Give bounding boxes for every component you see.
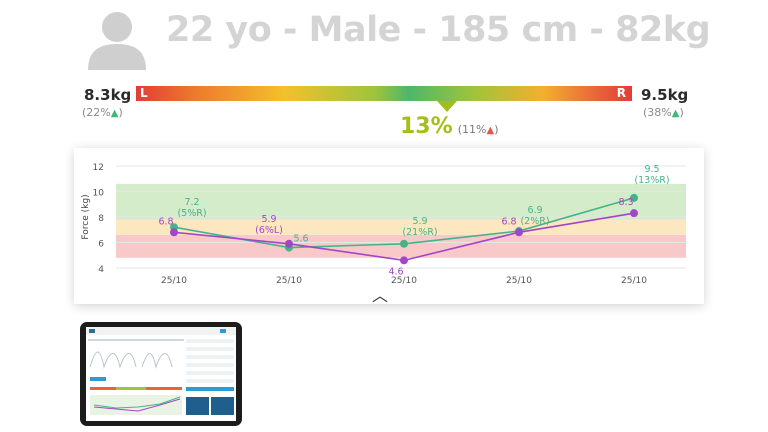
data-label: 5.6: [293, 234, 308, 245]
right-marker: R: [616, 86, 626, 100]
tablet-screen: [86, 327, 236, 421]
right-force-value: 9.5kg: [641, 86, 689, 104]
data-label-line: 7.2: [184, 197, 199, 208]
y-tick-label: 4: [98, 265, 104, 275]
data-label: 9.5 (13%R): [634, 164, 669, 186]
x-tick-label: 25/10: [506, 276, 532, 286]
data-label-line: 6.8: [158, 216, 173, 227]
data-label: 4.6: [388, 266, 403, 277]
x-tick-label: 25/10: [276, 276, 302, 286]
asymmetry-readout: 13% (11%▲): [400, 114, 499, 139]
data-label: 6.9 (2%R): [520, 205, 549, 227]
data-label-line: 5.9: [261, 214, 276, 225]
chart-band: [116, 183, 686, 220]
data-point: [630, 193, 638, 202]
data-label: 6.8: [501, 216, 516, 227]
y-tick-label: 6: [98, 240, 104, 250]
data-label-line: 9.5: [644, 164, 659, 175]
data-label-line: (6%L): [255, 225, 283, 236]
x-tick-label: 25/10: [621, 276, 647, 286]
balance-pointer: [437, 101, 457, 112]
up-arrow-icon: ▲: [110, 108, 119, 119]
data-label-line: 5.9: [412, 216, 427, 227]
y-tick-label: 10: [93, 189, 105, 199]
tablet-screen-thumbnail: [86, 327, 236, 415]
data-label-line: (21%R): [402, 227, 437, 238]
asymmetry-change: (11%▲): [457, 123, 499, 136]
data-label-line: 6.8: [501, 216, 516, 227]
data-point: [170, 228, 178, 237]
y-tick-label: 8: [98, 214, 104, 224]
data-label-line: (2%R): [520, 216, 549, 227]
profile-summary: 22 yo - Male - 185 cm - 82kg: [166, 10, 711, 50]
asymmetry-percent: 13%: [400, 114, 453, 139]
chevron-up-icon[interactable]: ︿: [372, 286, 389, 305]
y-axis-label: Force (kg): [81, 194, 91, 239]
data-label-line: (5%R): [177, 208, 206, 219]
balance-gradient-bar: L R: [136, 86, 632, 101]
data-label-line: 4.6: [388, 266, 403, 277]
data-label-line: 6.9: [527, 205, 542, 216]
x-tick-label: 25/10: [391, 276, 417, 286]
data-label-line: 8.3: [618, 197, 633, 208]
force-chart: 4 6 8 10 12 Force (kg) 25/10 25/10 25/10 25/10 25/…: [81, 163, 686, 286]
data-point: [630, 209, 638, 218]
data-point: [515, 228, 523, 237]
data-point: [285, 239, 293, 248]
data-label: 5.9 (6%L): [255, 214, 283, 236]
y-tick-label: 12: [93, 163, 104, 173]
user-avatar-icon: [88, 12, 146, 70]
data-label: 7.2 (5%R): [177, 197, 206, 219]
up-arrow-icon: ▲: [486, 125, 495, 136]
data-label-line: (13%R): [634, 175, 669, 186]
force-chart-card: 4 6 8 10 12 Force (kg) 25/10 25/10 25/10 25/10 25/…: [74, 148, 704, 304]
data-point: [400, 239, 408, 248]
up-arrow-icon: ▲: [671, 108, 680, 119]
x-tick-label: 25/10: [161, 276, 187, 286]
data-label-line: 5.6: [293, 234, 308, 245]
left-percent: (22%▲): [82, 106, 123, 119]
right-percent: (38%▲): [643, 106, 684, 119]
left-force-value: 8.3kg: [84, 86, 132, 104]
left-marker: L: [140, 86, 148, 100]
data-label: 8.3: [618, 197, 633, 208]
data-label: 6.8: [158, 216, 173, 227]
data-label: 5.9 (21%R): [402, 216, 437, 238]
tablet-preview[interactable]: [80, 322, 242, 426]
data-point: [400, 256, 408, 265]
